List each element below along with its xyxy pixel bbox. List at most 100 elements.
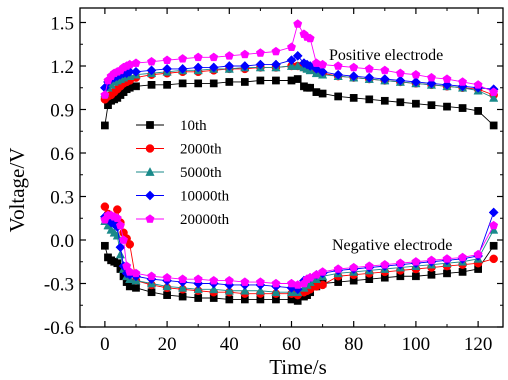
data-point bbox=[458, 77, 468, 86]
data-point bbox=[101, 121, 109, 130]
data-point bbox=[193, 284, 203, 294]
legend-marker bbox=[146, 121, 154, 129]
series-layer bbox=[99, 19, 499, 305]
x-tick-label: 120 bbox=[464, 334, 493, 355]
data-point bbox=[132, 284, 140, 292]
data-point bbox=[395, 75, 406, 86]
data-point bbox=[427, 101, 436, 110]
data-point bbox=[178, 274, 188, 283]
legend: 10th 2000th 5000th 10000th 20000th bbox=[136, 118, 230, 228]
data-point bbox=[125, 267, 135, 276]
legend-label: 10th bbox=[180, 118, 207, 134]
data-point bbox=[364, 72, 375, 83]
data-point bbox=[177, 63, 188, 74]
data-point bbox=[287, 42, 296, 51]
y-tick-label: 1.2 bbox=[50, 57, 74, 78]
data-point bbox=[426, 255, 436, 265]
data-point bbox=[365, 95, 374, 104]
data-point bbox=[112, 213, 122, 223]
data-point bbox=[240, 277, 250, 286]
axis-layer: 0 20 40 60 80 100 120 -0.6 -0.3 0.0 0.3 0.6 0.9 1.2 1.… bbox=[44, 8, 503, 355]
legend-label: 20000th bbox=[180, 212, 230, 228]
data-point bbox=[334, 92, 343, 101]
data-point bbox=[286, 55, 297, 66]
x-tick-label: 40 bbox=[220, 334, 239, 355]
data-point bbox=[272, 76, 280, 85]
data-point bbox=[255, 48, 265, 57]
data-point bbox=[395, 68, 405, 78]
data-point bbox=[293, 61, 303, 70]
legend-marker bbox=[145, 167, 155, 176]
data-point bbox=[395, 258, 405, 268]
data-point bbox=[147, 288, 156, 297]
legend-item: 20000th bbox=[136, 212, 230, 228]
data-point bbox=[411, 69, 421, 79]
x-tick-label: 0 bbox=[100, 334, 110, 355]
data-point bbox=[240, 78, 249, 86]
data-point bbox=[412, 272, 420, 281]
data-point bbox=[239, 61, 250, 71]
legend-item: 5000th bbox=[136, 165, 222, 181]
data-point bbox=[364, 261, 374, 270]
data-point bbox=[224, 275, 234, 285]
data-point bbox=[193, 52, 203, 62]
data-point bbox=[194, 79, 203, 88]
data-point bbox=[349, 62, 359, 72]
data-point bbox=[193, 274, 203, 283]
data-point bbox=[489, 220, 499, 230]
data-point bbox=[380, 65, 390, 75]
data-point bbox=[412, 99, 420, 108]
data-point bbox=[442, 254, 452, 263]
data-point bbox=[131, 66, 141, 77]
x-tick-label: 60 bbox=[282, 334, 301, 355]
data-point bbox=[178, 54, 188, 63]
data-point bbox=[125, 240, 135, 249]
data-point bbox=[318, 89, 327, 98]
data-point bbox=[255, 285, 266, 295]
y-tick-label: -0.6 bbox=[44, 318, 74, 339]
legend-item: 10000th bbox=[136, 189, 230, 205]
legend-marker bbox=[145, 144, 155, 153]
data-point bbox=[349, 262, 359, 272]
x-axis-title: Time/s bbox=[269, 355, 327, 379]
data-point bbox=[209, 52, 219, 62]
data-point bbox=[101, 241, 109, 250]
negative-electrode-label: Negative electrode bbox=[332, 237, 452, 254]
data-point bbox=[240, 49, 250, 59]
y-tick-label: 1.5 bbox=[50, 14, 74, 35]
data-point bbox=[100, 90, 110, 99]
legend-marker bbox=[145, 190, 155, 201]
legend-item: 2000th bbox=[136, 142, 222, 158]
data-point bbox=[287, 278, 296, 288]
data-point bbox=[442, 74, 452, 83]
data-point bbox=[317, 66, 328, 77]
data-point bbox=[271, 287, 281, 297]
series-10000th bbox=[99, 50, 499, 295]
data-point bbox=[178, 282, 188, 292]
data-point bbox=[131, 268, 141, 278]
data-point bbox=[427, 270, 436, 279]
data-point bbox=[318, 267, 328, 276]
data-point bbox=[146, 65, 157, 76]
data-point bbox=[379, 74, 390, 85]
series-2000th bbox=[100, 61, 498, 300]
data-point bbox=[333, 69, 344, 80]
y-tick-label: -0.3 bbox=[44, 275, 74, 296]
data-point bbox=[147, 81, 156, 89]
data-point bbox=[293, 75, 302, 83]
data-point bbox=[163, 81, 171, 89]
data-point bbox=[333, 264, 343, 273]
data-point bbox=[311, 58, 321, 67]
data-point bbox=[256, 76, 265, 85]
data-point bbox=[163, 291, 171, 299]
data-point bbox=[209, 284, 219, 294]
data-point bbox=[225, 295, 234, 304]
data-point bbox=[426, 72, 436, 82]
data-point bbox=[178, 79, 187, 88]
data-point bbox=[443, 269, 451, 278]
data-point bbox=[318, 59, 328, 69]
data-point bbox=[426, 78, 437, 89]
data-point bbox=[410, 76, 421, 87]
y-axis-title: Voltage/V bbox=[5, 148, 29, 233]
